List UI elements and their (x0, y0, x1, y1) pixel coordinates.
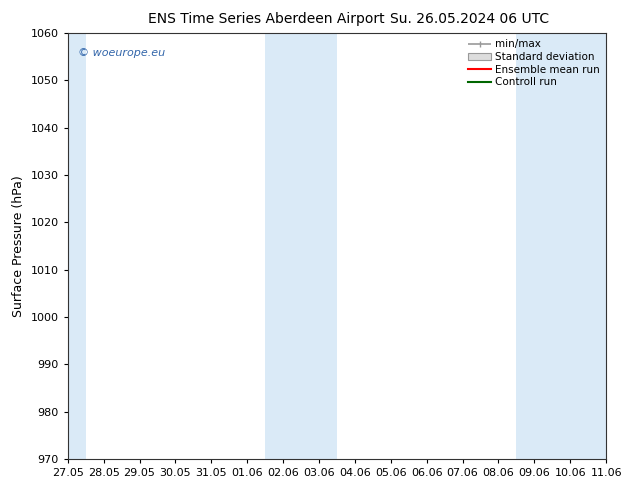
Bar (265, 33, 337, 459)
Text: © woeurope.eu: © woeurope.eu (79, 48, 165, 58)
Bar (517, 33, 624, 459)
Text: Su. 26.05.2024 06 UTC: Su. 26.05.2024 06 UTC (390, 12, 548, 26)
Bar (68, 33, 86, 459)
Text: ENS Time Series Aberdeen Airport: ENS Time Series Aberdeen Airport (148, 12, 385, 26)
Y-axis label: Surface Pressure (hPa): Surface Pressure (hPa) (12, 175, 25, 317)
Legend: min/max, Standard deviation, Ensemble mean run, Controll run: min/max, Standard deviation, Ensemble me… (465, 36, 603, 90)
